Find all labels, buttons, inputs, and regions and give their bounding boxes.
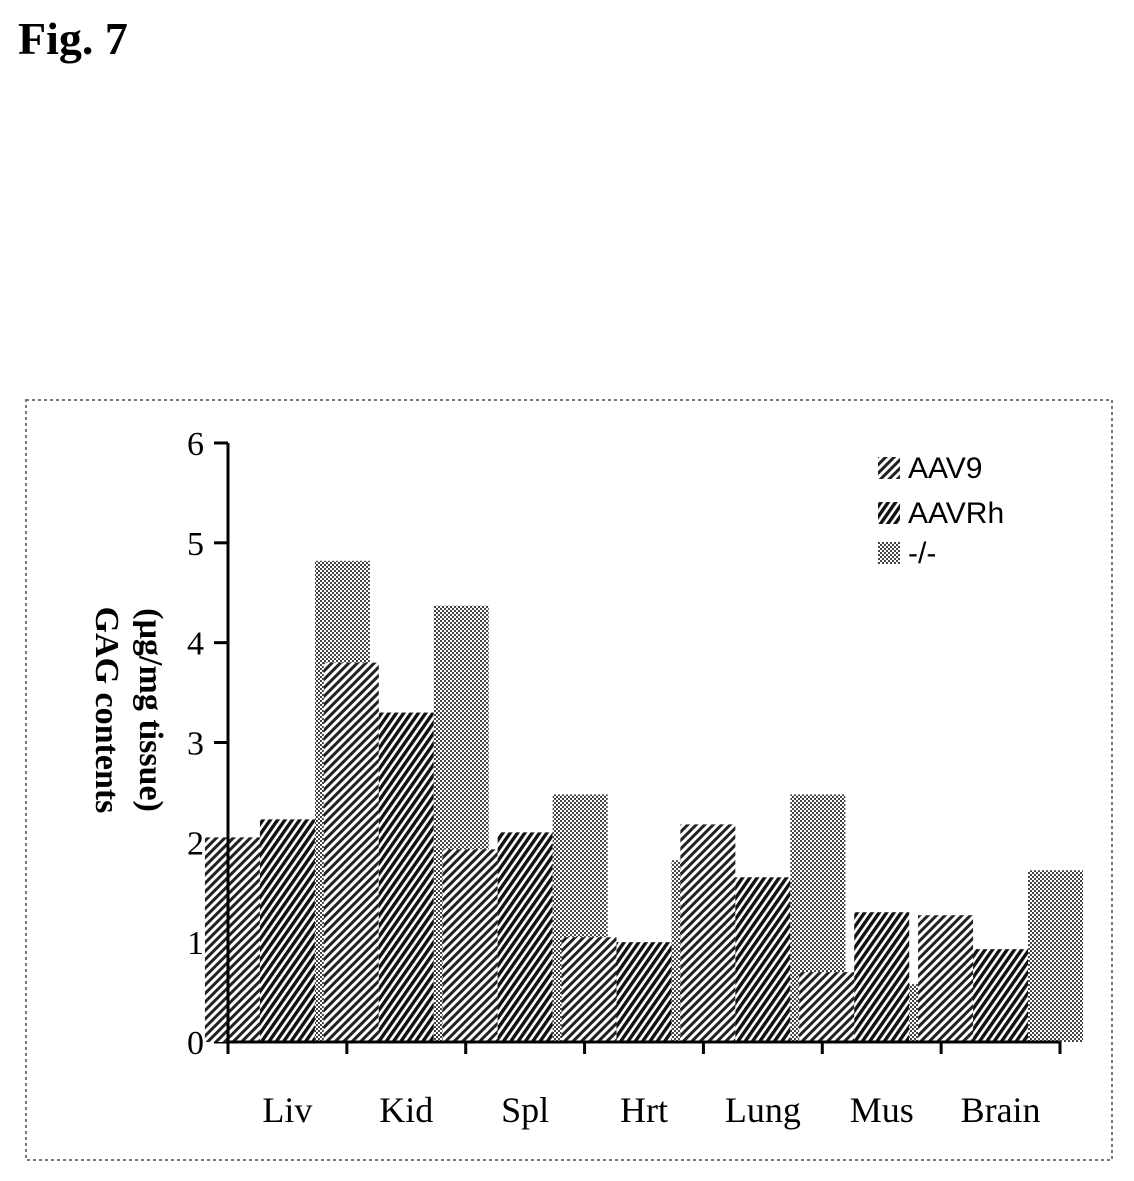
x-axis-ticks — [226, 1042, 1062, 1054]
bar-spl-aav9 — [442, 849, 498, 1042]
bar-hrt-aavrh — [616, 942, 672, 1042]
category-label-mus: Mus — [850, 1090, 914, 1130]
bar-brain-knockout — [1028, 870, 1084, 1042]
bar-hrt-aav9 — [561, 937, 617, 1042]
category-label-lung: Lung — [725, 1090, 801, 1130]
bars — [204, 560, 1084, 1042]
y-tick-label: 5 — [187, 526, 204, 563]
legend-label-knockout: -/- — [908, 537, 936, 570]
legend-entry-aavrh: AAVRh — [878, 497, 1004, 530]
bar-mus-aav9 — [799, 972, 855, 1042]
bar-lung-aav9 — [680, 824, 736, 1042]
category-label-kid: Kid — [379, 1090, 433, 1130]
bar-brain-aavrh — [973, 949, 1029, 1042]
legend-entry-knockout: -/- — [878, 537, 936, 570]
bar-lung-aavrh — [735, 877, 791, 1042]
category-labels: Liv Kid Spl Hrt Lung Mus Brain — [262, 1090, 1040, 1130]
bar-kid-aav9 — [323, 662, 379, 1042]
chart-frame — [25, 399, 1113, 1161]
legend-swatch-aavrh — [878, 502, 900, 524]
bar-mus-aavrh — [854, 912, 910, 1042]
category-label-hrt: Hrt — [620, 1090, 668, 1130]
y-tick-label: 0 — [187, 1025, 204, 1062]
y-axis-label-line2: (µg/mg tissue) — [132, 608, 169, 812]
bar-kid-aavrh — [378, 712, 434, 1042]
y-tick-label: 2 — [187, 825, 204, 862]
legend: AAV9 AAVRh -/- — [878, 452, 1004, 570]
category-label-liv: Liv — [262, 1090, 312, 1130]
legend-label-aavrh: AAVRh — [908, 497, 1004, 530]
legend-swatch-aav9 — [878, 457, 900, 479]
figure-label: Fig. 7 — [18, 13, 128, 64]
bar-spl-aavrh — [497, 832, 553, 1042]
y-tick-label: 3 — [187, 726, 204, 763]
y-axis-label-line1: GAG contents — [88, 607, 125, 814]
bar-brain-aav9 — [918, 915, 974, 1042]
legend-swatch-knockout — [878, 542, 900, 564]
y-tick-label: 6 — [187, 426, 204, 463]
bar-liv-aav9 — [204, 837, 260, 1042]
legend-label-aav9: AAV9 — [908, 452, 983, 485]
category-label-spl: Spl — [501, 1090, 549, 1130]
y-axis-label: GAG contents (µg/mg tissue) — [88, 607, 169, 814]
y-tick-label: 1 — [187, 925, 204, 962]
legend-entry-aav9: AAV9 — [878, 452, 983, 485]
bar-liv-aavrh — [259, 819, 315, 1042]
y-tick-label: 4 — [187, 626, 204, 663]
category-label-brain: Brain — [961, 1090, 1041, 1130]
